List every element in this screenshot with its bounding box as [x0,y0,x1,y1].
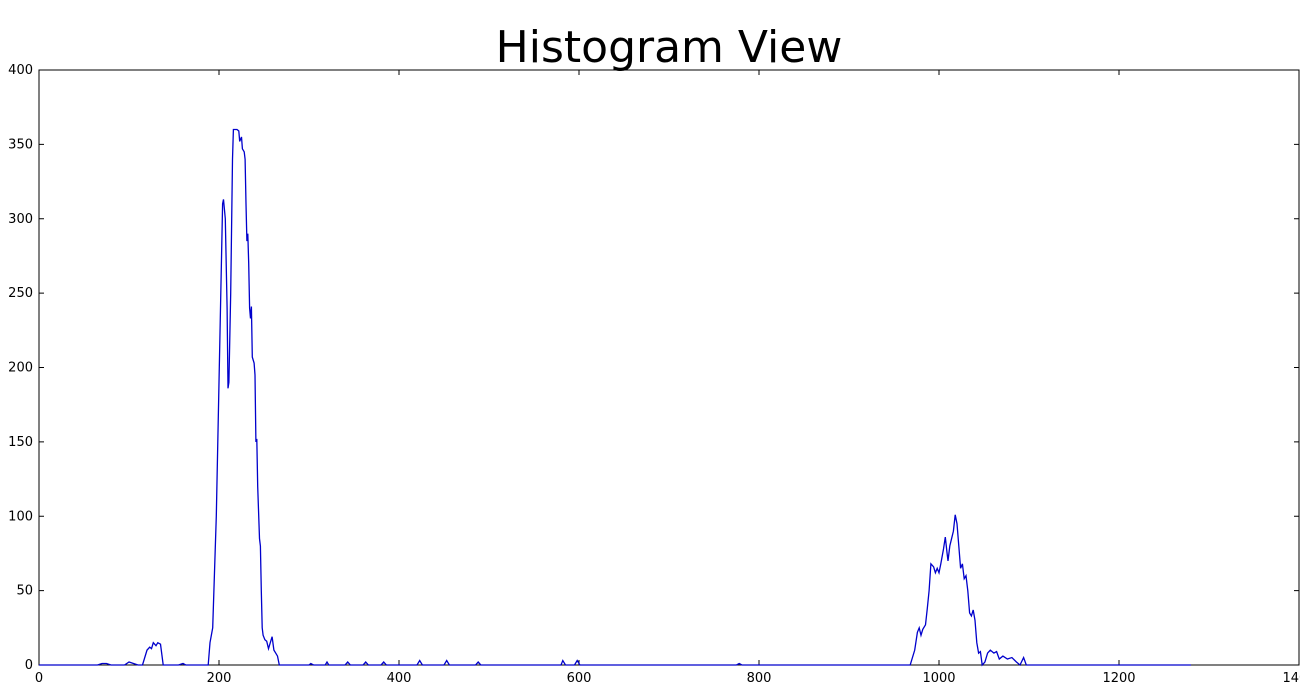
y-tick-label: 200 [8,361,33,376]
y-tick-label: 400 [8,63,33,78]
y-tick-label: 150 [8,435,33,450]
y-tick-label: 300 [8,212,33,227]
x-tick-label: 800 [747,671,772,686]
x-tick-label: 600 [567,671,592,686]
y-tick-label: 250 [8,286,33,301]
x-tick-label: 1000 [922,671,955,686]
chart-title: Histogram View [496,22,843,73]
line [39,128,1191,667]
x-tick-label: 200 [207,671,232,686]
x-tick-label: 0 [35,671,43,686]
y-tick-label: 100 [8,509,33,524]
y-tick-label: 350 [8,137,33,152]
y-tick-label: 0 [25,658,33,673]
x-tick-label: 1200 [1102,671,1135,686]
x-tick-label: 1400 [1282,671,1300,686]
y-tick-label: 50 [16,584,33,599]
x-tick-label: 400 [387,671,412,686]
